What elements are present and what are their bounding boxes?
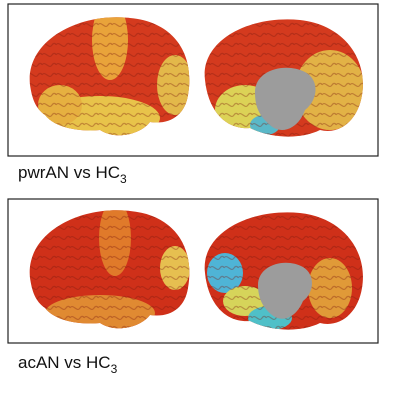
medial-brain (204, 19, 363, 137)
label-subscript: 3 (111, 362, 118, 376)
panel: pwrAN vs HC3 (7, 3, 379, 186)
panel-label: acAN vs HC3 (18, 353, 118, 376)
lateral-brain (29, 210, 190, 329)
panel-frame (7, 198, 379, 344)
label-text: pwrAN vs HC (18, 163, 120, 182)
label-subscript: 3 (120, 172, 127, 186)
panel-frame (7, 3, 379, 157)
lateral-brain (29, 17, 190, 136)
medial-brain (204, 212, 363, 330)
label-text: acAN vs HC (18, 353, 111, 372)
panel: acAN vs HC3 (7, 198, 379, 376)
panel-label: pwrAN vs HC3 (18, 163, 127, 186)
